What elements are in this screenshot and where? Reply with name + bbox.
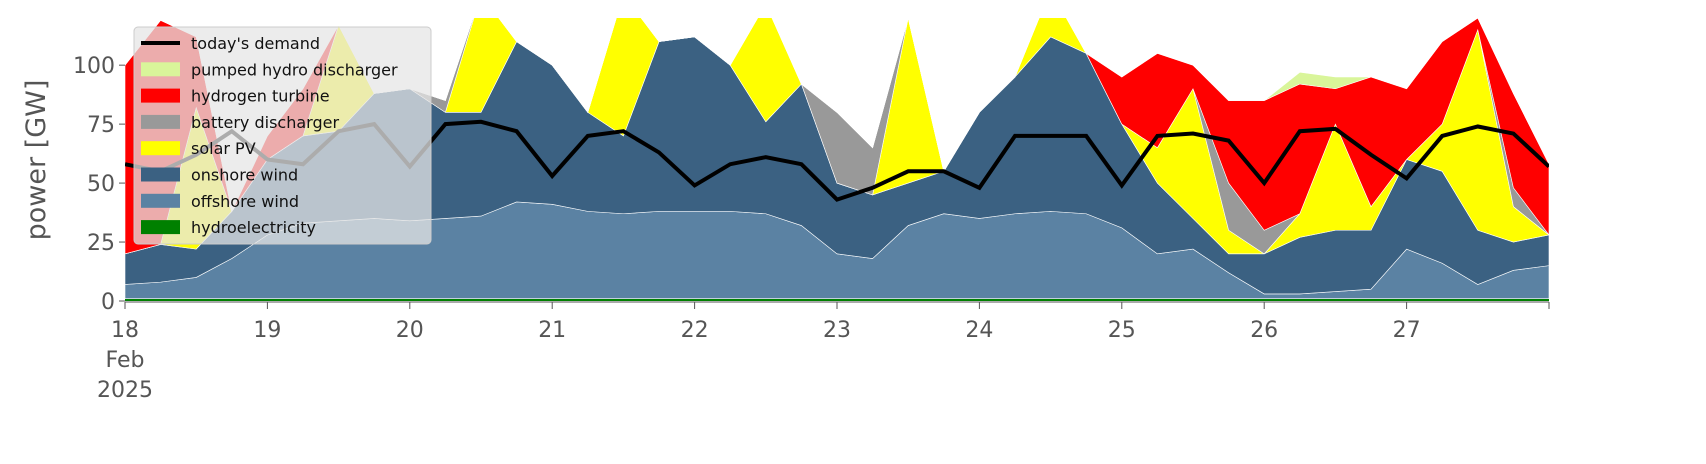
legend-swatch	[141, 114, 180, 129]
legend: today's demand pumped hydro discharger hyd…	[133, 26, 432, 245]
legend-swatch	[141, 167, 180, 182]
area	[125, 18, 1549, 213]
legend-box	[133, 26, 432, 245]
area	[125, 298, 1549, 301]
plot-area	[125, 18, 1549, 301]
legend-label: battery discharger	[191, 113, 339, 132]
y-tick-label: 100	[73, 54, 115, 79]
legend-label: pumped hydro discharger	[191, 60, 398, 79]
x-tick-label: 24	[965, 318, 993, 343]
legend-label: offshore wind	[191, 192, 299, 211]
x-tick-label: 26	[1250, 318, 1278, 343]
x-tick-label: 21	[538, 318, 566, 343]
x-tick-label: 22	[681, 318, 709, 343]
legend-swatch	[141, 220, 180, 235]
x-tick-label: 27	[1393, 318, 1421, 343]
y-tick-label: 25	[87, 231, 115, 256]
legend-label: onshore wind	[191, 166, 298, 185]
x-tick-label: 23	[823, 318, 851, 343]
legend-swatch	[141, 88, 180, 103]
y-tick-label: 0	[101, 290, 115, 315]
legend-label: hydrogen turbine	[191, 87, 330, 106]
legend-swatch	[141, 141, 180, 156]
y-axis-label: power [GW]	[21, 80, 52, 241]
x-tick-label: 19	[253, 318, 281, 343]
x-tick-label: 25	[1108, 318, 1136, 343]
legend-swatch	[141, 193, 180, 208]
legend-label: hydroelectricity	[191, 218, 316, 237]
legend-label: solar PV	[191, 139, 256, 158]
y-tick-label: 50	[87, 172, 115, 197]
x-tick-label: 20	[396, 318, 424, 343]
legend-swatch	[141, 62, 180, 77]
x-tick-label: 18 Feb 2025	[97, 318, 153, 403]
legend-label: today's demand	[191, 34, 320, 53]
y-tick-label: 75	[87, 113, 115, 138]
